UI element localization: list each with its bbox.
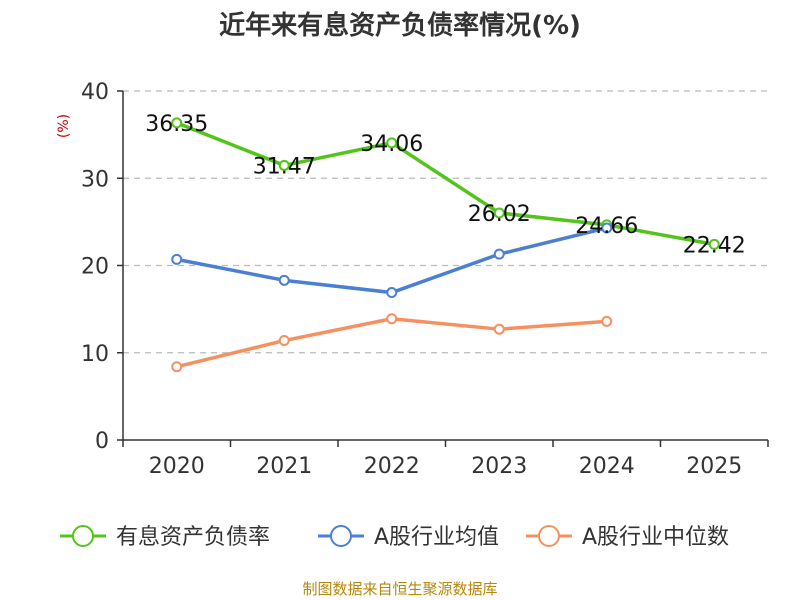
x-tick-label: 2020 xyxy=(149,454,205,479)
axis-layer: 0 10 20 30 40 2020 2021 2022 2023 2024 2025 xyxy=(81,80,769,479)
data-point[interactable] xyxy=(601,222,613,234)
x-tick-label: 2025 xyxy=(686,454,742,479)
chart-title: 近年来有息资产负债率情况(%) xyxy=(219,10,581,41)
legend-marker xyxy=(72,525,94,547)
data-point[interactable] xyxy=(386,313,398,325)
series-line-1 xyxy=(176,226,608,295)
series-layer xyxy=(171,117,720,373)
legend: 有息资产负债率 A股行业均值 A股行业中位数 xyxy=(60,525,729,550)
source-note: 制图数据来自恒生聚源数据库 xyxy=(302,580,497,598)
series-line-0 xyxy=(176,121,715,247)
y-tick-label: 40 xyxy=(81,80,109,105)
legend-item-2[interactable]: A股行业中位数 xyxy=(526,525,729,550)
x-tick-label: 2024 xyxy=(579,454,635,479)
data-point[interactable] xyxy=(386,137,398,149)
data-point[interactable] xyxy=(493,323,505,335)
legend-label: 有息资产负债率 xyxy=(116,525,270,550)
data-label: 26.02 xyxy=(468,202,531,227)
data-point[interactable] xyxy=(601,315,613,327)
x-tick-label: 2022 xyxy=(364,454,420,479)
data-label: 24.66 xyxy=(575,214,638,239)
legend-item-0[interactable]: 有息资产负债率 xyxy=(60,525,270,550)
data-point[interactable] xyxy=(278,159,290,171)
data-label: 34.06 xyxy=(360,132,423,157)
data-point[interactable] xyxy=(278,335,290,347)
y-tick-label: 20 xyxy=(81,255,109,280)
data-point[interactable] xyxy=(278,274,290,286)
data-label: 22.42 xyxy=(683,233,746,258)
data-point[interactable] xyxy=(171,253,183,265)
data-point[interactable] xyxy=(386,287,398,299)
legend-marker xyxy=(538,525,560,547)
data-point[interactable] xyxy=(493,207,505,219)
legend-label: A股行业均值 xyxy=(374,525,499,550)
y-tick-label: 30 xyxy=(81,167,109,192)
legend-item-1[interactable]: A股行业均值 xyxy=(318,525,499,550)
x-tick-label: 2023 xyxy=(471,454,527,479)
y-tick-label: 10 xyxy=(81,342,109,367)
data-point[interactable] xyxy=(171,117,183,129)
x-tick-label: 2021 xyxy=(256,454,312,479)
data-label-layer: 36.35 31.47 34.06 26.02 24.66 22.42 xyxy=(145,112,745,259)
data-label: 31.47 xyxy=(253,154,316,179)
y-unit-label: (%) xyxy=(56,114,72,138)
data-point[interactable] xyxy=(171,361,183,373)
grid-layer xyxy=(123,90,768,354)
legend-label: A股行业中位数 xyxy=(582,525,729,550)
data-label: 36.35 xyxy=(145,112,208,137)
legend-marker xyxy=(330,525,352,547)
data-point[interactable] xyxy=(708,238,720,250)
data-point[interactable] xyxy=(493,248,505,260)
series-line-2 xyxy=(176,316,607,369)
y-tick-label: 0 xyxy=(95,429,109,454)
